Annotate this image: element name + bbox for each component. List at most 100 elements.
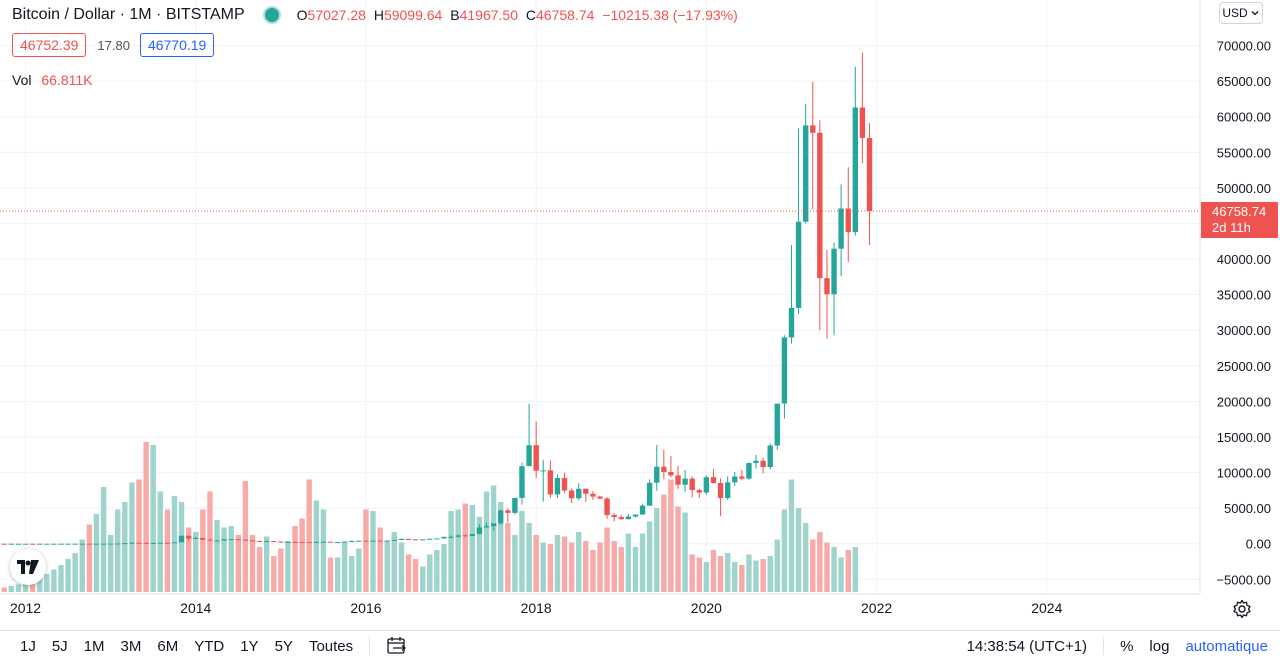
change-value: −10215.38 (−17.93%) xyxy=(602,7,738,23)
volume-bar xyxy=(420,566,426,592)
candle-body xyxy=(753,460,759,464)
volume-bar xyxy=(157,491,163,592)
candle-body xyxy=(72,543,78,545)
candle-body xyxy=(710,477,717,484)
ask-button[interactable]: 46770.19 xyxy=(139,33,215,57)
volume-legend[interactable]: Vol 66.811K xyxy=(12,72,92,88)
market-status-icon xyxy=(264,8,279,22)
candle-body xyxy=(724,482,731,499)
range-1d-button[interactable]: 1J xyxy=(20,637,36,655)
candle-body xyxy=(803,125,809,222)
y-tick-label: 10000.00 xyxy=(1217,466,1271,481)
candle-body xyxy=(561,477,568,491)
candle-body xyxy=(732,476,738,483)
range-1m-button[interactable]: 1M xyxy=(83,637,105,655)
volume-bar xyxy=(200,509,206,592)
candle-body xyxy=(831,248,837,295)
candle-body xyxy=(810,125,816,133)
candle-body xyxy=(604,498,610,515)
candle-body xyxy=(682,478,688,485)
range-5y-button[interactable]: 5Y xyxy=(274,637,293,655)
range-1y-button[interactable]: 1Y xyxy=(240,637,259,655)
candle-body xyxy=(434,538,440,540)
range-ytd-button[interactable]: YTD xyxy=(194,637,225,655)
candle-body xyxy=(292,541,298,543)
range-all-button[interactable]: Toutes xyxy=(308,637,354,655)
volume-bar xyxy=(185,527,192,592)
volume-bar xyxy=(668,479,674,592)
date-range-icon[interactable] xyxy=(384,635,410,657)
volume-bar xyxy=(746,554,752,592)
candle-body xyxy=(341,541,348,543)
gear-icon[interactable] xyxy=(1230,597,1254,621)
tradingview-logo-icon[interactable] xyxy=(10,549,46,585)
volume-bar xyxy=(29,578,36,592)
volume-bar xyxy=(831,547,837,592)
range-5d-button[interactable]: 5J xyxy=(51,637,68,655)
candle-body xyxy=(668,472,674,476)
toolbar-divider xyxy=(1103,637,1105,655)
candle-body xyxy=(207,539,213,541)
range-6m-button[interactable]: 6M xyxy=(157,637,179,655)
volume-bar xyxy=(512,535,518,592)
currency-selector[interactable]: USD xyxy=(1219,2,1263,24)
low-label: B xyxy=(450,7,460,23)
high-value: 59099.64 xyxy=(383,7,443,23)
y-tick-label: 5000.00 xyxy=(1224,501,1271,516)
candle-body xyxy=(221,539,227,541)
volume-bar xyxy=(412,559,419,592)
symbol-legend: Bitcoin / Dollar · 1M · BITSTAMP O57027.… xyxy=(12,4,742,26)
candle-body xyxy=(122,543,128,545)
volume-bar xyxy=(384,541,390,592)
volume-bar xyxy=(129,482,135,592)
candle-body xyxy=(675,475,681,485)
candle-body xyxy=(540,470,546,472)
volume-bar xyxy=(788,479,795,592)
candle-body xyxy=(37,543,43,545)
clock-timezone[interactable]: 14:38:54 (UTC+1) xyxy=(966,637,1088,655)
volume-bar xyxy=(497,502,504,592)
percent-toggle[interactable]: % xyxy=(1120,637,1134,655)
volume-bar xyxy=(632,547,639,592)
spread-value: 17.80 xyxy=(97,37,130,53)
volume-bar xyxy=(661,494,667,592)
volume-bar xyxy=(441,544,447,592)
candle-body xyxy=(51,543,57,545)
candle-body xyxy=(143,542,149,544)
candle-body xyxy=(767,445,773,468)
volume-bar xyxy=(193,532,199,592)
volume-bar xyxy=(391,532,397,592)
volume-bar xyxy=(689,554,695,592)
candle-body xyxy=(306,542,312,544)
volume-bar xyxy=(604,527,610,592)
volume-bar xyxy=(767,556,773,592)
volume-bar xyxy=(115,509,121,592)
gear-glyph xyxy=(1233,599,1251,619)
candle-body xyxy=(58,543,64,545)
volume-bar xyxy=(377,527,383,592)
candle-body xyxy=(859,107,866,138)
auto-scale-toggle[interactable]: automatique xyxy=(1185,637,1268,655)
range-3m-button[interactable]: 3M xyxy=(120,637,142,655)
candle-body xyxy=(377,540,383,542)
volume-bar xyxy=(547,544,554,592)
volume-bar xyxy=(462,503,468,592)
volume-bar xyxy=(1,587,7,592)
volume-bar xyxy=(639,533,646,592)
candle-body xyxy=(100,543,107,545)
candle-body xyxy=(256,540,263,542)
candle-body xyxy=(646,482,653,506)
y-tick-label: 60000.00 xyxy=(1217,110,1271,125)
bid-button[interactable]: 46752.39 xyxy=(12,33,87,57)
log-toggle[interactable]: log xyxy=(1149,637,1170,655)
candle-body xyxy=(441,536,447,539)
x-tick-label: 2016 xyxy=(350,600,381,616)
toolbar-divider xyxy=(369,637,371,655)
candle-body xyxy=(271,541,277,543)
grid-lines xyxy=(0,0,1200,594)
volume-bar xyxy=(625,533,632,592)
candle-body xyxy=(703,477,710,493)
volume-bar xyxy=(356,548,362,592)
symbol-title[interactable]: Bitcoin / Dollar · 1M · BITSTAMP xyxy=(12,6,245,23)
